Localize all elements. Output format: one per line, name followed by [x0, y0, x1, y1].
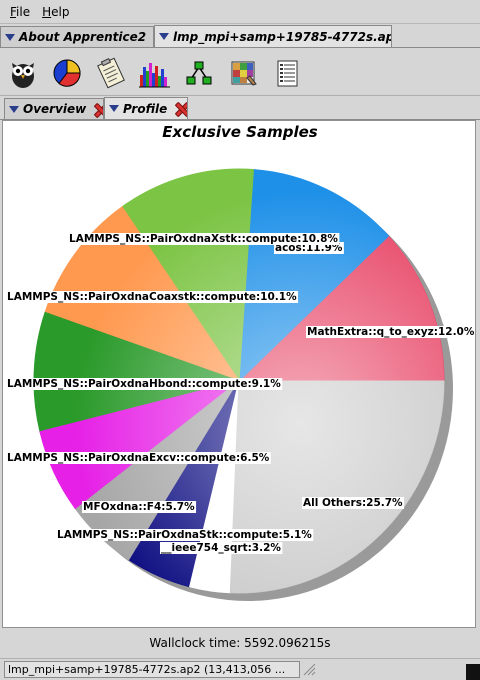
tab-label: lmp_mpi+samp+19785-4772s.ap2	[173, 30, 392, 44]
call-tree-icon[interactable]	[182, 56, 216, 90]
pie-chart-icon[interactable]	[50, 56, 84, 90]
status-bar: lmp_mpi+samp+19785-4772s.ap2 (13,413,056…	[0, 658, 480, 680]
tab-menu-triangle-icon[interactable]	[109, 105, 119, 112]
grid-map-icon[interactable]	[226, 56, 260, 90]
tab-label: Profile	[123, 102, 167, 116]
tab-about-apprentice[interactable]: About Apprentice2	[0, 26, 154, 47]
status-file-info: lmp_mpi+samp+19785-4772s.ap2 (13,413,056…	[4, 661, 300, 678]
close-icon[interactable]	[175, 102, 181, 115]
tab-label: Overview	[23, 102, 86, 116]
tab-overview[interactable]: Overview	[4, 98, 104, 119]
document-tabs: About Apprentice2 lmp_mpi+samp+19785-477…	[0, 26, 480, 48]
histogram-icon[interactable]	[138, 56, 172, 90]
slice-label: All Others:25.7%	[303, 497, 403, 509]
menu-help[interactable]: Help	[36, 5, 75, 19]
profile-panel: Exclusive Samples MathExtra::q_to_exyz:1…	[2, 120, 476, 628]
pie-chart: Exclusive Samples MathExtra::q_to_exyz:1…	[3, 121, 475, 627]
close-icon[interactable]	[94, 103, 97, 116]
slice-label: LAMMPS_NS::PairOxdnaCoaxstk::compute:10.…	[7, 291, 297, 303]
report-list-icon[interactable]	[270, 56, 304, 90]
slice-label: MFOxdna::F4:5.7%	[83, 501, 195, 513]
clipboard-icon[interactable]	[94, 56, 128, 90]
wallclock-time: Wallclock time: 5592.096215s	[0, 628, 480, 658]
tab-menu-triangle-icon[interactable]	[159, 33, 169, 40]
tab-menu-triangle-icon[interactable]	[5, 34, 15, 41]
tab-label: About Apprentice2	[19, 30, 146, 44]
pie-slice[interactable]	[230, 381, 444, 593]
tab-experiment-file[interactable]: lmp_mpi+samp+19785-4772s.ap2	[154, 25, 392, 47]
menu-bar: File Help	[0, 0, 480, 24]
slice-label: __ieee754_sqrt:3.2%	[161, 542, 281, 554]
slice-label: MathExtra::q_to_exyz:12.0%	[307, 326, 475, 338]
tab-profile[interactable]: Profile	[104, 97, 188, 119]
toolbar	[0, 50, 480, 96]
status-indicator	[466, 664, 480, 680]
slice-label: LAMMPS_NS::PairOxdnaStk::compute:5.1%	[57, 529, 312, 541]
slice-label: LAMMPS_NS::PairOxdnaHbond::compute:9.1%	[7, 378, 281, 390]
view-tabs: Overview Profile	[0, 98, 480, 120]
owl-icon[interactable]	[6, 56, 40, 90]
tab-menu-triangle-icon[interactable]	[9, 106, 19, 113]
slice-label: LAMMPS_NS::PairOxdnaXstk::compute:10.8%	[69, 233, 338, 245]
slice-label: LAMMPS_NS::PairOxdnaExcv::compute:6.5%	[7, 452, 270, 464]
chart-title: Exclusive Samples	[162, 123, 317, 141]
menu-file[interactable]: File	[4, 5, 36, 19]
resize-grip-icon[interactable]	[302, 662, 316, 676]
